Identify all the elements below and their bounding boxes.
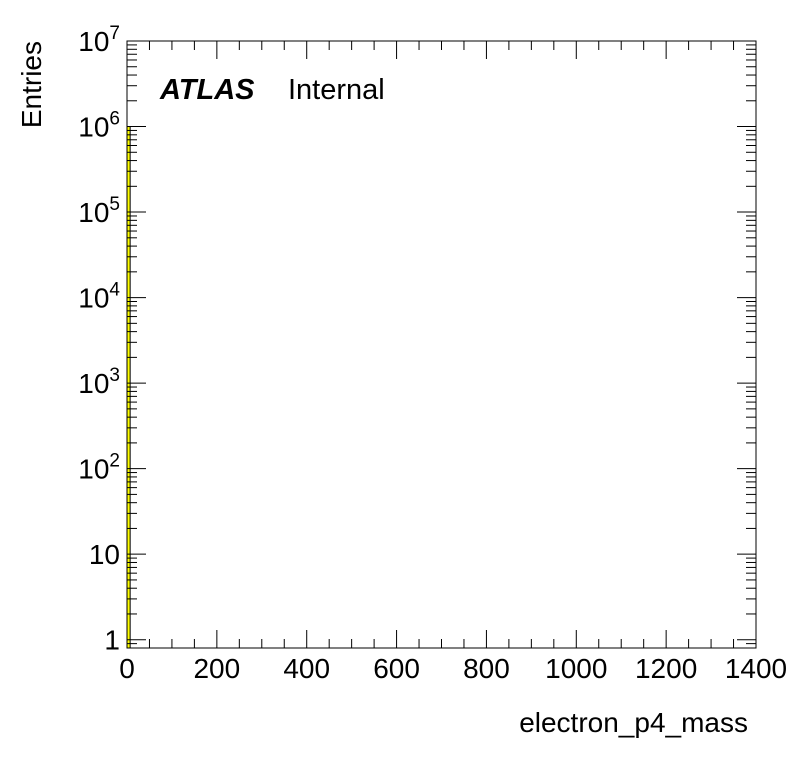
y-tick-label: 102 (78, 451, 120, 485)
axis-ticks (126, 40, 757, 649)
y-tick-label: 1 (104, 625, 120, 656)
y-axis-title: Entries (16, 41, 47, 128)
x-tick-label: 200 (193, 653, 240, 684)
x-tick-label: 1200 (635, 653, 697, 684)
y-tick-label: 10 (89, 539, 120, 570)
y-tick-label: 105 (78, 194, 120, 228)
x-tick-label: 1000 (545, 653, 607, 684)
x-tick-labels: 0 200 400 600 800 1000 1200 1400 (119, 653, 787, 684)
y-tick-label: 106 (78, 109, 120, 143)
y-tick-labels: 1 10 102 103 104 105 106 107 (78, 23, 120, 656)
y-tick-label: 107 (78, 23, 120, 57)
y-tick-label: 104 (78, 280, 120, 314)
x-tick-label: 800 (463, 653, 510, 684)
x-tick-label: 1400 (725, 653, 787, 684)
x-tick-label: 400 (283, 653, 330, 684)
x-tick-label: 600 (373, 653, 420, 684)
atlas-label: ATLAS (159, 74, 255, 106)
plot-frame (126, 40, 757, 649)
y-tick-label: 103 (78, 365, 120, 399)
x-tick-label: 0 (119, 653, 135, 684)
x-axis-title: electron_p4_mass (519, 707, 748, 738)
atlas-status-label: Internal (288, 74, 385, 106)
